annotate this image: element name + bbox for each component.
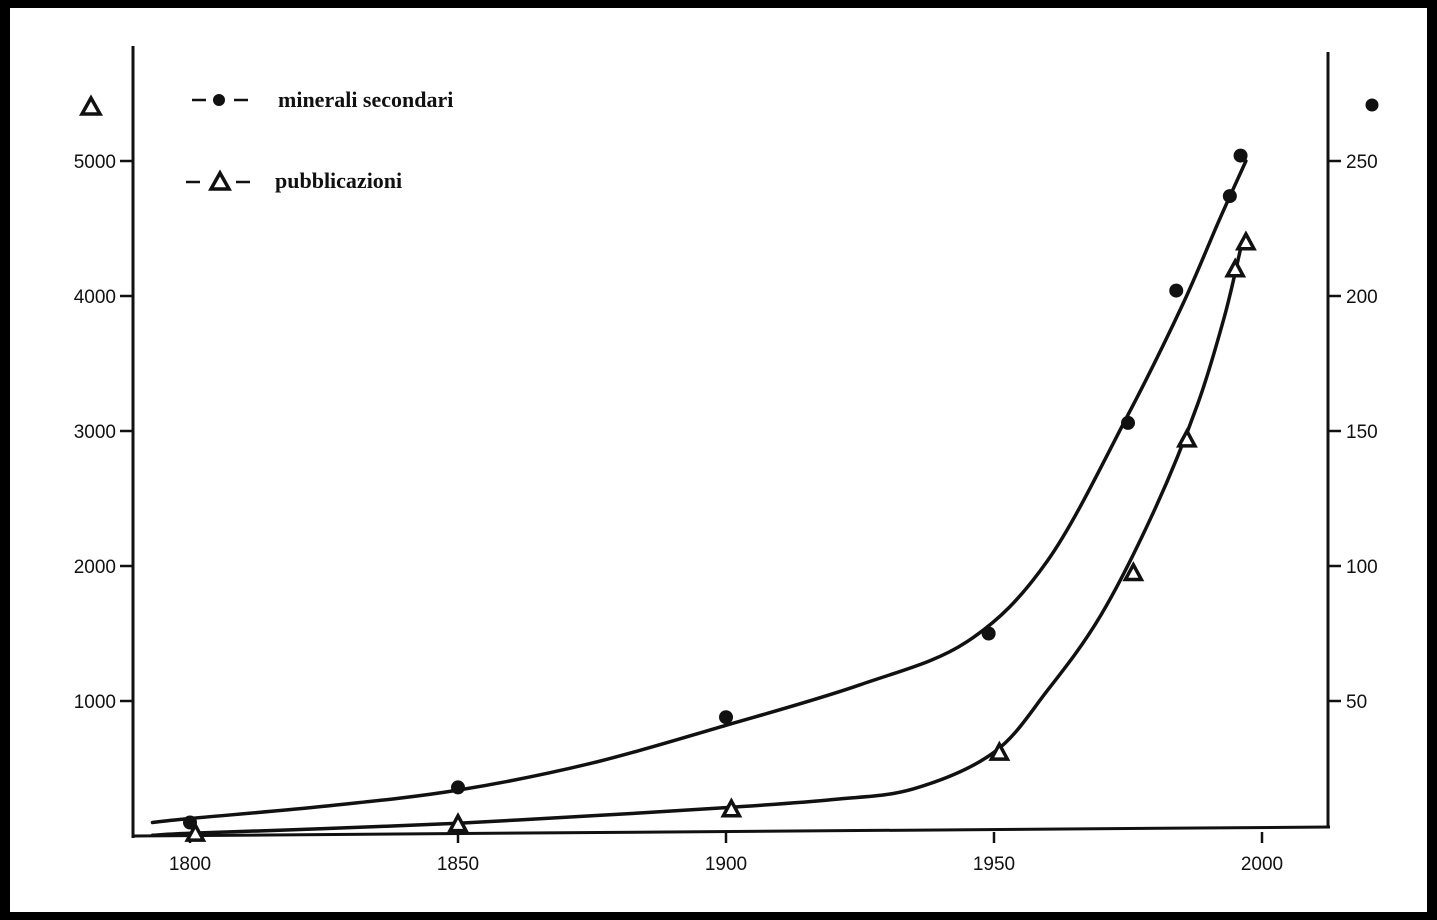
x-axis xyxy=(132,825,1331,838)
chart-canvas: minerali secondari pubblicazioni 1800 185… xyxy=(10,8,1427,912)
right-y-tick-label: 50 xyxy=(1346,692,1367,713)
left-y-tick-label: 2000 xyxy=(74,557,116,578)
right-y-tick-label: 100 xyxy=(1346,557,1378,578)
right-y-tick-label: 200 xyxy=(1346,287,1378,308)
growth-chart: minerali secondari pubblicazioni 1800 185… xyxy=(74,46,1379,875)
data-point-pubblicazioni xyxy=(720,797,743,818)
legend-circle-icon xyxy=(213,94,225,106)
data-point-minerali xyxy=(1233,148,1248,163)
legend-item-pubblicazioni: pubblicazioni xyxy=(186,168,402,193)
legend-item-minerali: minerali secondari xyxy=(192,87,453,112)
legend-label-minerali: minerali secondari xyxy=(278,87,453,112)
left-y-tick-label: 3000 xyxy=(74,422,116,443)
data-point-minerali xyxy=(981,626,996,641)
left-y-tick-label: 1000 xyxy=(74,692,116,713)
x-tick-label: 1800 xyxy=(169,854,211,875)
x-tick-label: 1950 xyxy=(973,854,1015,875)
data-point-pubblicazioni xyxy=(1122,561,1145,582)
legend-triangle-icon xyxy=(208,169,232,191)
data-point-minerali xyxy=(719,710,733,725)
series-line-pubblicazioni xyxy=(150,247,1243,838)
right-y-tick-label: 250 xyxy=(1346,152,1378,173)
right-y-tick-label: 150 xyxy=(1346,422,1378,443)
legend: minerali secondari pubblicazioni xyxy=(186,87,453,193)
data-point-pubblicazioni xyxy=(988,740,1011,761)
data-point-minerali xyxy=(451,780,465,795)
data-point-minerali xyxy=(1169,283,1184,298)
left-y-tick-label: 5000 xyxy=(74,152,116,173)
x-tick-label: 1900 xyxy=(705,854,747,875)
left-axis-triangle-icon xyxy=(79,94,103,116)
x-tick-label: 2000 xyxy=(1241,854,1283,875)
series-line-minerali xyxy=(150,159,1248,825)
data-point-pubblicazioni xyxy=(1234,230,1257,251)
x-tick-label: 1850 xyxy=(437,854,479,875)
left-y-tick-label: 4000 xyxy=(74,287,116,308)
data-point-pubblicazioni xyxy=(447,812,469,833)
data-point-minerali xyxy=(1222,189,1237,204)
legend-label-pubblicazioni: pubblicazioni xyxy=(275,168,402,193)
data-point-pubblicazioni xyxy=(1224,257,1247,278)
data-point-minerali xyxy=(1121,415,1135,430)
right-axis-circle-icon xyxy=(1365,98,1379,112)
data-point-pubblicazioni xyxy=(1176,427,1198,448)
data-point-pubblicazioni xyxy=(184,821,207,842)
